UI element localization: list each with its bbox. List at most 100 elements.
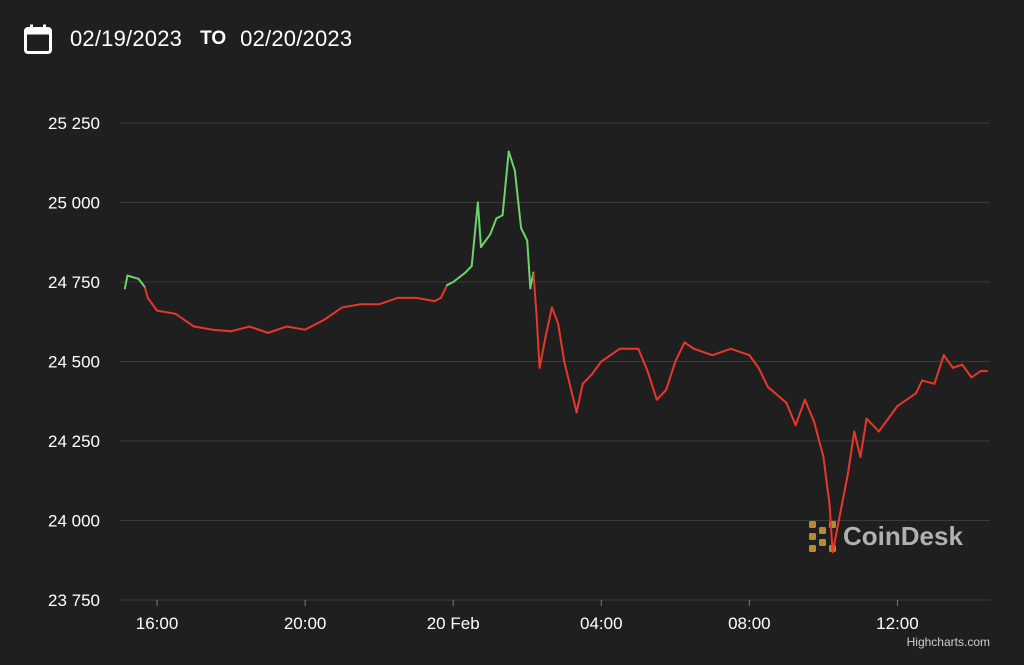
price-segment: [859, 417, 868, 458]
data-point: [359, 303, 362, 306]
data-point: [618, 347, 621, 350]
price-segment: [803, 398, 816, 423]
data-point: [551, 306, 553, 309]
data-point: [757, 367, 760, 369]
highcharts-credit[interactable]: Highcharts.com: [906, 635, 990, 649]
data-point: [126, 274, 129, 277]
x-tick-label: 04:00: [580, 614, 623, 633]
data-point: [526, 239, 529, 242]
price-segment: [711, 347, 732, 357]
data-point: [859, 456, 862, 458]
data-point: [415, 297, 417, 299]
data-point: [285, 325, 288, 328]
price-segment: [452, 271, 467, 283]
data-point: [538, 367, 541, 369]
y-tick-label: 24 250: [48, 432, 100, 451]
price-segment: [729, 347, 751, 357]
data-point: [396, 297, 399, 299]
x-tick-label: 16:00: [136, 614, 179, 633]
price-segment: [341, 303, 362, 309]
price-segment: [766, 385, 788, 404]
data-point: [440, 297, 442, 299]
to-label: TO: [200, 28, 227, 49]
y-tick-label: 25 250: [48, 114, 100, 133]
data-point: [146, 297, 149, 299]
data-point: [961, 363, 964, 366]
data-point: [446, 284, 448, 286]
data-point: [322, 319, 325, 321]
price-segment: [439, 284, 449, 299]
data-point: [477, 201, 479, 204]
x-axis: 16:00 20:00 20 Feb 04:00 08:00 12:00: [136, 600, 919, 633]
data-point: [693, 347, 695, 350]
to-date[interactable]: 02/20/2023: [240, 26, 353, 51]
price-segment: [526, 239, 532, 290]
data-point: [495, 217, 498, 220]
price-segment: [123, 274, 129, 290]
price-segment: [674, 341, 686, 363]
price-segment: [230, 325, 251, 333]
price-segment: [126, 274, 140, 280]
price-segment: [156, 309, 177, 315]
data-point: [591, 373, 593, 376]
price-segment: [683, 341, 695, 350]
y-tick-label: 24 000: [48, 512, 100, 531]
data-point: [674, 360, 677, 363]
data-point: [646, 370, 649, 372]
data-point: [665, 389, 667, 391]
price-segment: [304, 319, 325, 331]
data-point: [804, 398, 806, 401]
price-segment: [143, 285, 149, 299]
data-point: [878, 430, 880, 433]
price-segment: [794, 398, 806, 427]
price-line: [123, 150, 988, 554]
y-tick-label: 24 500: [48, 353, 100, 372]
data-point: [501, 214, 504, 217]
price-segment: [600, 347, 621, 363]
price-segment: [479, 233, 492, 249]
data-point: [970, 376, 973, 379]
price-segment: [248, 325, 270, 334]
price-segment: [970, 370, 982, 379]
price-segment: [550, 306, 560, 325]
data-point: [767, 386, 769, 388]
price-segment: [501, 150, 510, 217]
price-segment: [575, 382, 584, 414]
data-point: [520, 227, 522, 229]
price-segment: [914, 379, 924, 395]
price-segment: [748, 354, 760, 369]
price-segment: [865, 417, 880, 433]
data-point: [193, 325, 195, 328]
price-segment: [877, 405, 899, 433]
data-point: [563, 360, 566, 363]
price-segment: [285, 325, 307, 331]
price-segment: [557, 322, 566, 363]
price-segment: [942, 354, 954, 369]
data-point: [452, 281, 454, 283]
calendar-icon[interactable]: [24, 24, 52, 54]
price-segment: [896, 392, 917, 408]
data-point: [581, 382, 584, 385]
price-segment: [563, 360, 572, 388]
price-segment: [637, 347, 649, 373]
price-segment: [495, 214, 504, 220]
price-segment: [507, 150, 516, 172]
data-point: [304, 328, 306, 331]
y-tick-label: 23 750: [48, 591, 100, 610]
data-point: [156, 309, 158, 312]
price-segment: [489, 217, 498, 236]
price-segment: [581, 373, 594, 385]
data-point: [896, 405, 899, 407]
data-point: [979, 370, 982, 372]
data-point: [174, 313, 177, 315]
from-date[interactable]: 02/19/2023: [70, 26, 183, 51]
data-point: [794, 424, 797, 426]
data-point: [378, 303, 380, 306]
data-point: [921, 379, 923, 382]
price-segment: [831, 519, 840, 554]
data-point: [230, 330, 232, 333]
price-segment: [146, 296, 159, 312]
price-segment: [267, 325, 288, 334]
data-point: [600, 360, 603, 363]
data-point: [828, 503, 831, 506]
